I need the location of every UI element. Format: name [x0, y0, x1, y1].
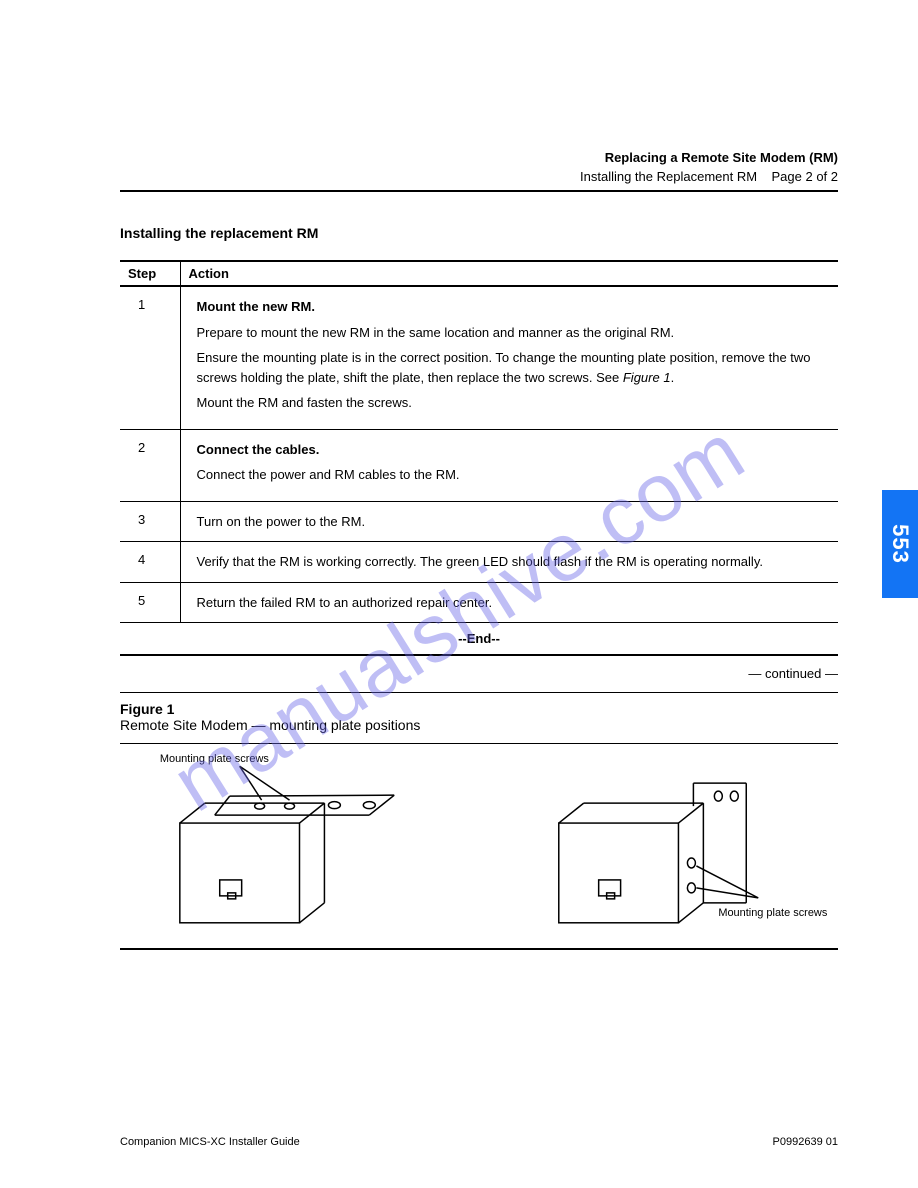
table-row: 3Turn on the power to the RM. — [120, 501, 838, 542]
figure-desc: Remote Site Modem — mounting plate posit… — [120, 717, 420, 733]
header-subtitle: Installing the Replacement RM — [580, 169, 757, 184]
side-tab: 553 — [882, 490, 918, 598]
table-row: 2Connect the cables.Connect the power an… — [120, 429, 838, 501]
step-action: Verify that the RM is working correctly.… — [180, 542, 838, 583]
step-action: Return the failed RM to an authorized re… — [180, 582, 838, 623]
page-footer: Companion MICS-XC Installer Guide P09926… — [120, 1136, 838, 1148]
step-action: Connect the cables.Connect the power and… — [180, 429, 838, 501]
step-number: 3 — [120, 501, 180, 542]
step-number: 5 — [120, 582, 180, 623]
col-step: Step — [120, 261, 180, 286]
right-callout: Mounting plate screws — [718, 907, 827, 919]
step-number: 1 — [120, 286, 180, 429]
step-action: Mount the new RM.Prepare to mount the ne… — [180, 286, 838, 429]
table-row: 5Return the failed RM to an authorized r… — [120, 582, 838, 623]
step-number: 4 — [120, 542, 180, 583]
page-header: Replacing a Remote Site Modem (RM) Insta… — [120, 150, 838, 192]
table-row: 1Mount the new RM.Prepare to mount the n… — [120, 286, 838, 429]
figure-caption: Figure 1 Remote Site Modem — mounting pl… — [120, 692, 838, 744]
continued-label: — continued — — [120, 666, 838, 681]
end-marker: --End-- — [120, 623, 838, 656]
side-tab-label: 553 — [887, 524, 913, 564]
step-action: Turn on the power to the RM. — [180, 501, 838, 542]
col-action: Action — [180, 261, 838, 286]
header-rule — [120, 190, 838, 192]
procedure-table: Step Action 1Mount the new RM.Prepare to… — [120, 260, 838, 656]
left-callout: Mounting plate screws — [160, 753, 269, 765]
figure-diagram: Mounting plate screws — [120, 748, 838, 948]
figure-bottom-rule — [120, 948, 838, 950]
footer-left: Companion MICS-XC Installer Guide — [120, 1136, 300, 1148]
step-number: 2 — [120, 429, 180, 501]
header-page-label: Page 2 of 2 — [772, 169, 839, 184]
footer-right: P0992639 01 — [773, 1136, 838, 1148]
figure-number: Figure 1 — [120, 701, 174, 717]
header-title: Replacing a Remote Site Modem (RM) — [120, 150, 838, 165]
task-title: Installing the replacement RM — [120, 225, 318, 241]
table-row: 4Verify that the RM is working correctly… — [120, 542, 838, 583]
